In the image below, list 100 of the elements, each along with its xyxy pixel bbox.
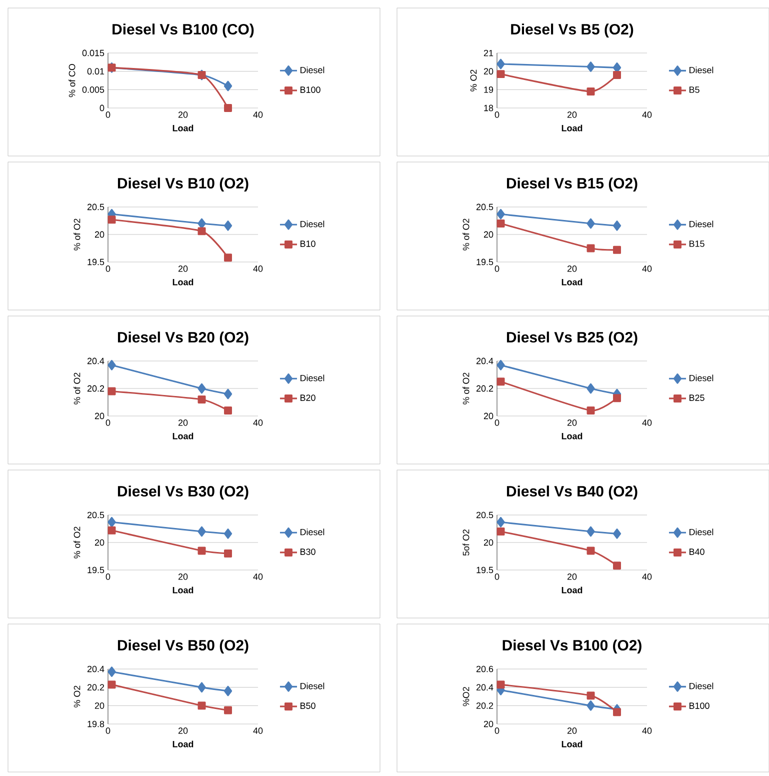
point: [586, 546, 595, 555]
point: [496, 58, 505, 70]
x-axis-title: Load: [172, 432, 194, 440]
point: [108, 216, 116, 224]
point: [224, 686, 232, 696]
legend-label: B20: [300, 394, 316, 401]
y-axis-title: % O2: [74, 686, 80, 708]
legend-label: B5: [689, 86, 700, 93]
y-axis-title: %O2: [462, 686, 470, 706]
legend-label: B40: [689, 548, 704, 555]
chart-title: Diesel Vs B100 (CO): [112, 24, 254, 38]
y-tick-label: 20.5: [87, 512, 104, 518]
x-tick-label: 0: [494, 266, 500, 272]
y-tick-label: 19.5: [476, 258, 494, 266]
point: [586, 88, 595, 96]
x-tick-label: 20: [567, 266, 577, 272]
legend-label: Diesel: [689, 528, 713, 536]
y-axis-title: 5of O2: [462, 529, 470, 556]
point: [198, 702, 206, 710]
chart-title: Diesel Vs B5 (O2): [511, 24, 634, 38]
legend-label: B25: [689, 394, 704, 401]
point: [224, 104, 232, 112]
legend-label: Diesel: [300, 682, 324, 690]
x-axis-title: Load: [562, 586, 582, 594]
y-tick-label: 20.6: [476, 666, 493, 672]
legend-label: Diesel: [689, 682, 713, 690]
x-tick-label: 20: [178, 728, 188, 734]
point: [612, 220, 621, 231]
x-tick-label: 0: [106, 420, 110, 426]
point: [586, 62, 595, 72]
y-tick-label: 18: [484, 104, 493, 112]
x-axis-title: Load: [562, 278, 582, 286]
y-tick-label: 20.2: [476, 385, 493, 392]
chart-title: Diesel Vs B25 (O2): [506, 332, 638, 346]
legend-label: Diesel: [689, 66, 713, 74]
legend-label: Diesel: [689, 220, 713, 228]
x-tick-label: 40: [253, 574, 263, 580]
point: [108, 526, 116, 534]
chart-title: Diesel Vs B15 (O2): [506, 178, 638, 192]
y-tick-label: 20.2: [87, 684, 104, 691]
y-tick-label: 20: [484, 68, 494, 74]
y-tick-label: 0.015: [82, 50, 104, 56]
x-tick-label: 0: [106, 266, 110, 272]
x-tick-label: 0: [106, 574, 110, 580]
x-axis-title: Load: [172, 740, 194, 748]
y-tick-label: 20.5: [476, 204, 494, 210]
x-tick-label: 40: [253, 420, 263, 426]
point: [612, 71, 621, 79]
point: [586, 244, 595, 252]
x-tick-label: 20: [178, 266, 188, 272]
x-tick-label: 20: [178, 112, 188, 118]
y-tick-label: 20: [484, 720, 494, 728]
x-tick-label: 20: [567, 112, 577, 118]
y-tick-label: 19.5: [476, 566, 494, 574]
point: [198, 546, 206, 555]
point: [108, 387, 116, 396]
y-tick-label: 20.2: [87, 385, 104, 392]
point: [586, 218, 595, 229]
legend-label: B100: [300, 86, 320, 93]
y-tick-label: 0: [100, 104, 104, 112]
x-tick-label: 40: [642, 420, 652, 426]
y-axis-title: % O2: [470, 70, 477, 92]
y-tick-label: 20.2: [476, 702, 493, 709]
x-tick-label: 40: [253, 728, 263, 734]
y-tick-label: 0.005: [82, 86, 104, 93]
legend-label: Diesel: [300, 220, 324, 228]
legend-label: B100: [689, 702, 710, 709]
x-tick-label: 0: [106, 728, 110, 734]
point: [496, 360, 505, 370]
point: [496, 208, 505, 220]
legend-label: Diesel: [300, 374, 324, 382]
point: [612, 708, 621, 716]
point: [612, 528, 621, 539]
chart-title: Diesel Vs B40 (O2): [506, 486, 638, 500]
x-tick-label: 0: [494, 574, 500, 580]
point: [496, 220, 505, 228]
y-tick-label: 20: [484, 539, 494, 546]
point: [224, 528, 232, 539]
point: [108, 666, 116, 677]
y-tick-label: 19.5: [88, 566, 104, 574]
y-tick-label: 19: [484, 86, 493, 93]
y-tick-label: 20.4: [476, 358, 494, 364]
legend-label: B50: [300, 702, 316, 709]
y-tick-label: 20: [94, 412, 104, 420]
x-tick-label: 0: [494, 420, 500, 426]
x-axis-title: Load: [172, 278, 194, 286]
y-tick-label: 20.5: [87, 204, 104, 210]
legend-label: B30: [300, 548, 316, 555]
x-axis-title: Load: [562, 740, 582, 748]
x-tick-label: 0: [494, 728, 500, 734]
x-axis-title: Load: [562, 124, 582, 132]
y-tick-label: 20.5: [476, 512, 494, 518]
point: [496, 378, 505, 386]
x-tick-label: 0: [494, 112, 500, 118]
x-tick-label: 40: [253, 112, 263, 118]
y-tick-label: 21: [484, 50, 493, 56]
y-axis-title: % of O2: [74, 218, 80, 250]
point: [198, 383, 206, 394]
x-axis-title: Load: [172, 124, 194, 132]
y-tick-label: 20.4: [87, 666, 104, 672]
